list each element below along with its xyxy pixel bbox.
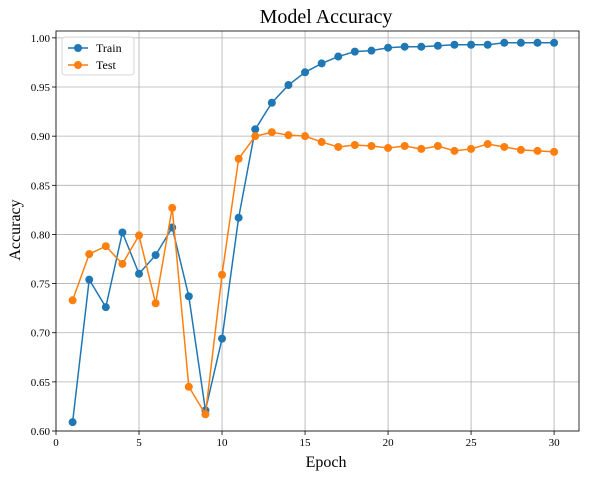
data-point-train bbox=[533, 38, 542, 47]
data-point-test bbox=[184, 382, 193, 391]
data-point-test bbox=[500, 142, 509, 151]
data-point-test bbox=[317, 138, 326, 147]
x-tick-label: 15 bbox=[300, 437, 312, 449]
data-point-train bbox=[500, 38, 509, 47]
data-point-train bbox=[101, 303, 110, 312]
x-tick-label: 20 bbox=[383, 437, 395, 449]
x-tick-label: 10 bbox=[217, 437, 229, 449]
data-point-test bbox=[533, 146, 542, 155]
series-train bbox=[68, 38, 559, 427]
data-point-train bbox=[251, 125, 260, 134]
data-point-train bbox=[151, 251, 160, 260]
data-point-train bbox=[85, 275, 94, 284]
data-point-test bbox=[218, 270, 227, 279]
data-point-train bbox=[450, 40, 459, 49]
data-point-test bbox=[101, 242, 110, 251]
data-point-test bbox=[433, 141, 442, 150]
data-point-train bbox=[218, 334, 227, 343]
data-point-train bbox=[267, 98, 276, 107]
data-point-test bbox=[516, 145, 525, 154]
x-tick-label: 30 bbox=[549, 437, 561, 449]
data-point-test bbox=[400, 141, 409, 150]
data-point-test bbox=[151, 299, 160, 308]
legend-label-train: Train bbox=[96, 41, 122, 55]
data-point-test bbox=[85, 250, 94, 259]
data-point-test bbox=[267, 128, 276, 137]
data-point-train bbox=[467, 40, 476, 49]
y-tick-label: 0.65 bbox=[31, 377, 51, 389]
data-point-test bbox=[334, 142, 343, 151]
data-point-train bbox=[550, 38, 559, 47]
plot-frame bbox=[55, 30, 580, 432]
data-point-train bbox=[483, 40, 492, 49]
y-tick-label: 1.00 bbox=[31, 33, 51, 45]
y-tick-label: 0.90 bbox=[31, 131, 51, 143]
data-point-test bbox=[201, 410, 210, 419]
x-tick-label: 25 bbox=[466, 437, 478, 449]
data-point-train bbox=[384, 43, 393, 52]
data-point-test bbox=[417, 144, 426, 153]
data-point-test bbox=[450, 146, 459, 155]
data-point-train bbox=[184, 292, 193, 301]
data-point-test bbox=[467, 144, 476, 153]
data-point-test bbox=[251, 132, 260, 141]
data-point-test bbox=[350, 141, 359, 150]
data-point-train bbox=[400, 42, 409, 51]
data-point-test bbox=[367, 141, 376, 150]
data-point-test bbox=[384, 143, 393, 152]
series-line-train bbox=[71, 42, 555, 423]
data-point-train bbox=[516, 38, 525, 47]
data-point-test bbox=[135, 231, 144, 240]
grid bbox=[55, 31, 579, 432]
y-tick-label: 0.75 bbox=[31, 279, 51, 291]
data-point-test bbox=[234, 154, 243, 163]
data-point-test bbox=[550, 147, 559, 156]
series-layer bbox=[68, 38, 559, 427]
data-point-train bbox=[317, 59, 326, 68]
series-test bbox=[68, 128, 559, 419]
data-point-test bbox=[118, 259, 127, 268]
y-tick-label: 0.70 bbox=[31, 328, 51, 340]
legend: Train Test bbox=[61, 36, 135, 76]
data-point-test bbox=[68, 296, 77, 305]
chart-title: Model Accuracy bbox=[260, 6, 393, 28]
legend-label-test: Test bbox=[96, 58, 116, 72]
legend-marker-train bbox=[74, 44, 82, 52]
data-point-train bbox=[417, 42, 426, 51]
data-point-train bbox=[367, 46, 376, 55]
data-point-test bbox=[168, 203, 177, 212]
x-axis-label: Epoch bbox=[306, 454, 347, 471]
data-point-train bbox=[118, 228, 127, 237]
data-point-test bbox=[284, 131, 293, 140]
data-point-train bbox=[350, 47, 359, 56]
y-tick-label: 0.80 bbox=[31, 229, 51, 241]
y-tick-label: 0.95 bbox=[31, 82, 51, 94]
data-point-test bbox=[483, 140, 492, 149]
legend-marker-test bbox=[74, 61, 82, 69]
x-tick-label: 5 bbox=[136, 437, 142, 449]
data-point-train bbox=[301, 68, 310, 77]
data-point-train bbox=[284, 81, 293, 90]
axis-ticks: 0 5 10 15 20 25 30 0.60 0.65 0.70 0.75 0.80 0.85 0.90… bbox=[31, 33, 560, 449]
data-point-train bbox=[135, 269, 144, 278]
data-point-train bbox=[334, 52, 343, 61]
data-point-train bbox=[433, 41, 442, 50]
data-point-test bbox=[301, 132, 310, 141]
y-tick-label: 0.60 bbox=[31, 426, 51, 438]
data-point-train bbox=[68, 418, 77, 427]
x-tick-label: 0 bbox=[53, 437, 59, 449]
data-point-train bbox=[234, 213, 243, 222]
y-tick-label: 0.85 bbox=[31, 180, 51, 192]
series-line-test bbox=[71, 131, 555, 417]
y-axis-label: Accuracy bbox=[7, 199, 24, 260]
